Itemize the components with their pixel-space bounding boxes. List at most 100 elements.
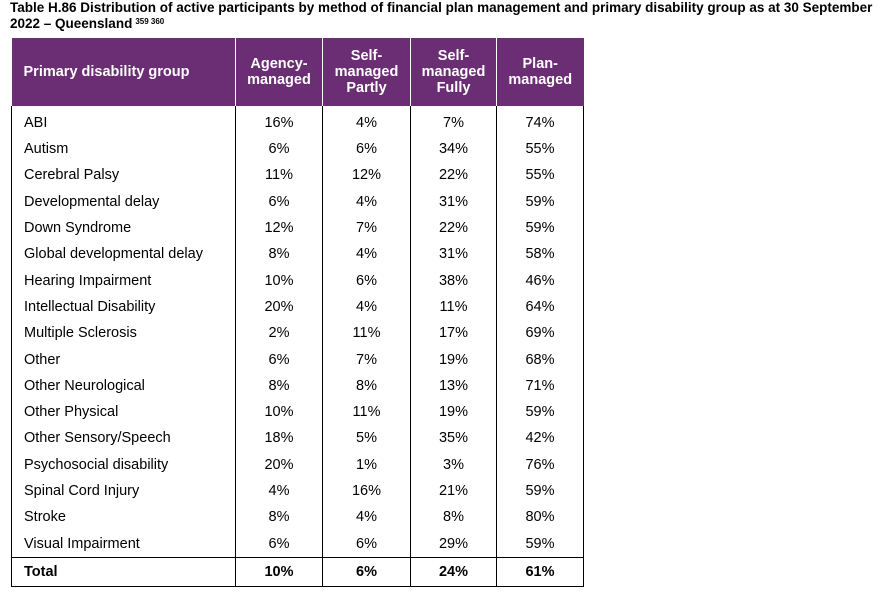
table-row: Stroke 8% 4% 8% 80%	[11, 504, 584, 531]
row-label: Multiple Sclerosis	[11, 320, 236, 347]
cell-self-managed-partly: 4%	[322, 241, 411, 268]
cell-plan-managed: 46%	[496, 267, 584, 294]
footnote-refs: 359 360	[135, 17, 165, 26]
row-label: Developmental delay	[11, 188, 236, 215]
cell-self-managed-fully: 19%	[410, 398, 497, 426]
row-label: Cerebral Palsy	[11, 162, 236, 189]
cell-self-managed-fully: 7%	[410, 106, 497, 136]
table-row: Intellectual Disability 20% 4% 11% 64%	[11, 293, 584, 321]
cell-self-managed-partly: 7%	[322, 346, 411, 373]
table-row: ABI 16% 4% 7% 74%	[11, 106, 584, 136]
cell-self-managed-partly: 5%	[322, 425, 411, 452]
table-row: Developmental delay 6% 4% 31% 59%	[11, 188, 584, 215]
row-label: Other Neurological	[11, 372, 236, 399]
cell-self-managed-fully: 8%	[410, 504, 497, 531]
cell-self-managed-partly: 11%	[322, 320, 411, 347]
cell-agency-managed: 10%	[235, 398, 323, 426]
row-label: Down Syndrome	[11, 214, 236, 242]
cell-plan-managed: 64%	[496, 293, 584, 321]
cell-plan-managed: 76%	[496, 451, 584, 478]
row-label: Other Sensory/Speech	[11, 425, 236, 452]
cell-plan-managed: 59%	[496, 214, 584, 242]
cell-agency-managed: 8%	[235, 372, 323, 399]
table-row: Other Sensory/Speech 18% 5% 35% 42%	[11, 425, 584, 452]
table-row: Visual Impairment 6% 6% 29% 59%	[11, 530, 584, 558]
cell-plan-managed: 59%	[496, 477, 584, 505]
cell-agency-managed: 8%	[235, 241, 323, 268]
table-title-text: Table H.86 Distribution of active partic…	[10, 0, 873, 31]
table-row: Other Neurological 8% 8% 13% 71%	[11, 372, 584, 399]
row-label: Visual Impairment	[11, 530, 236, 558]
header-group: Primary disability group	[11, 38, 236, 106]
table-row: Other 6% 7% 19% 68%	[11, 346, 584, 373]
cell-agency-managed: 2%	[235, 320, 323, 347]
cell-plan-managed: 58%	[496, 241, 584, 268]
cell-agency-managed: 6%	[235, 346, 323, 373]
cell-self-managed-partly: 4%	[322, 106, 411, 136]
row-label: Stroke	[11, 504, 236, 531]
cell-plan-managed: 42%	[496, 425, 584, 452]
row-label: Other	[11, 346, 236, 373]
total-agency-managed: 10%	[235, 556, 323, 587]
cell-plan-managed: 55%	[496, 136, 584, 163]
cell-self-managed-fully: 22%	[410, 162, 497, 189]
table-body: ABI 16% 4% 7% 74% Autism 6% 6% 34% 55% Cerebral Pa…	[11, 106, 584, 558]
cell-plan-managed: 80%	[496, 504, 584, 531]
cell-agency-managed: 6%	[235, 188, 323, 215]
cell-plan-managed: 55%	[496, 162, 584, 189]
cell-self-managed-partly: 16%	[322, 477, 411, 505]
cell-plan-managed: 68%	[496, 346, 584, 373]
table-title: Table H.86 Distribution of active partic…	[10, 0, 880, 32]
header-self-managed-partly: Self-managed Partly	[322, 38, 411, 106]
cell-agency-managed: 18%	[235, 425, 323, 452]
cell-self-managed-fully: 38%	[410, 267, 497, 294]
table-row: Multiple Sclerosis 2% 11% 17% 69%	[11, 320, 584, 347]
total-plan-managed: 61%	[496, 556, 584, 587]
cell-agency-managed: 10%	[235, 267, 323, 294]
cell-self-managed-partly: 1%	[322, 451, 411, 478]
cell-self-managed-partly: 6%	[322, 530, 411, 558]
row-label: ABI	[11, 106, 236, 136]
cell-self-managed-partly: 11%	[322, 398, 411, 426]
table-row: Cerebral Palsy 11% 12% 22% 55%	[11, 162, 584, 189]
header-agency-managed: Agency-managed	[235, 38, 323, 106]
cell-agency-managed: 6%	[235, 136, 323, 163]
header-row: Primary disability group Agency-managed Se…	[11, 38, 584, 106]
cell-self-managed-fully: 31%	[410, 188, 497, 215]
row-label: Other Physical	[11, 398, 236, 426]
cell-agency-managed: 16%	[235, 106, 323, 136]
cell-self-managed-partly: 6%	[322, 267, 411, 294]
cell-self-managed-partly: 12%	[322, 162, 411, 189]
cell-self-managed-fully: 3%	[410, 451, 497, 478]
cell-self-managed-partly: 7%	[322, 214, 411, 242]
cell-self-managed-fully: 29%	[410, 530, 497, 558]
row-label: Hearing Impairment	[11, 267, 236, 294]
cell-agency-managed: 20%	[235, 293, 323, 321]
cell-self-managed-partly: 8%	[322, 372, 411, 399]
cell-agency-managed: 4%	[235, 477, 323, 505]
table-row: Down Syndrome 12% 7% 22% 59%	[11, 214, 584, 242]
cell-self-managed-fully: 13%	[410, 372, 497, 399]
table-row: Hearing Impairment 10% 6% 38% 46%	[11, 267, 584, 294]
cell-agency-managed: 8%	[235, 504, 323, 531]
row-label: Autism	[11, 136, 236, 163]
table-row: Global developmental delay 8% 4% 31% 58%	[11, 241, 584, 268]
cell-self-managed-partly: 4%	[322, 188, 411, 215]
cell-self-managed-fully: 34%	[410, 136, 497, 163]
cell-plan-managed: 71%	[496, 372, 584, 399]
cell-self-managed-fully: 35%	[410, 425, 497, 452]
cell-self-managed-fully: 21%	[410, 477, 497, 505]
cell-agency-managed: 12%	[235, 214, 323, 242]
table-row: Autism 6% 6% 34% 55%	[11, 136, 584, 163]
header-self-managed-fully: Self-managed Fully	[410, 38, 497, 106]
row-label: Spinal Cord Injury	[11, 477, 236, 505]
disability-plan-management-table: Primary disability group Agency-managed Se…	[11, 38, 584, 587]
cell-self-managed-fully: 19%	[410, 346, 497, 373]
cell-plan-managed: 74%	[496, 106, 584, 136]
cell-agency-managed: 20%	[235, 451, 323, 478]
table-row: Psychosocial disability 20% 1% 3% 76%	[11, 451, 584, 478]
cell-self-managed-partly: 4%	[322, 293, 411, 321]
cell-self-managed-partly: 6%	[322, 136, 411, 163]
header-plan-managed: Plan-managed	[496, 38, 584, 106]
row-label: Psychosocial disability	[11, 451, 236, 478]
